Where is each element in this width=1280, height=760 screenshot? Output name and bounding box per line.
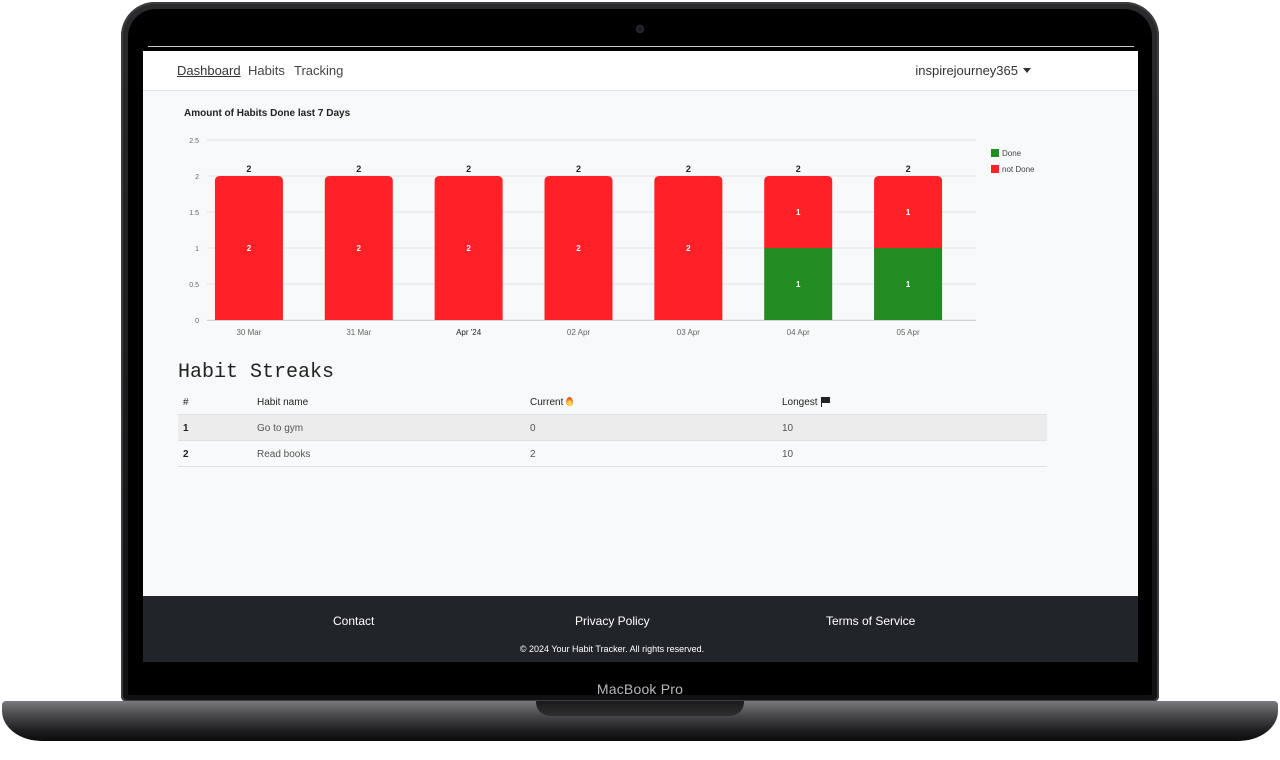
bar-data-label: 1 — [796, 280, 801, 289]
y-tick-label: 0.5 — [189, 282, 199, 289]
bar-not-done — [874, 176, 943, 248]
footer: Contact Privacy Policy Terms of Service … — [143, 596, 1138, 662]
table-row: 2 Read books 2 10 — [178, 441, 1047, 467]
nav-habits-link[interactable]: Habits — [248, 63, 285, 78]
bar-total-label: 2 — [686, 164, 691, 174]
bar-total-label: 2 — [246, 164, 251, 174]
bar-total-label: 2 — [576, 164, 581, 174]
header-longest: Longest — [782, 397, 831, 408]
footer-contact-link[interactable]: Contact — [333, 614, 375, 628]
bar-data-label: 1 — [906, 280, 911, 289]
legend-label: Done — [1002, 149, 1022, 158]
legend-swatch — [991, 165, 999, 173]
bar-not-done — [324, 176, 393, 320]
bar-data-label: 1 — [906, 208, 911, 217]
bar-done — [764, 248, 833, 320]
legend-label: not Done — [1002, 165, 1035, 174]
header-current: Current — [530, 397, 574, 408]
y-tick-label: 1 — [195, 246, 199, 253]
flag-icon — [820, 397, 831, 407]
x-tick-label: 31 Mar — [346, 328, 371, 337]
camera-icon — [636, 25, 644, 33]
bar-data-label: 2 — [686, 244, 691, 253]
x-tick-label: 05 Apr — [897, 328, 920, 337]
y-tick-label: 1.5 — [189, 210, 199, 217]
username-label: inspirejourney365 — [915, 63, 1018, 78]
screen-edge — [148, 46, 1134, 47]
nav-dashboard-link[interactable]: Dashboard — [177, 63, 241, 78]
y-tick-label: 2 — [195, 174, 199, 181]
bar-data-label: 2 — [247, 244, 252, 253]
table-row: 1 Go to gym 0 10 — [178, 415, 1047, 441]
row-current: 2 — [530, 449, 536, 460]
header-current-label: Current — [530, 397, 564, 408]
bar-not-done — [654, 176, 723, 320]
bar-not-done — [764, 176, 833, 248]
nav-tracking-link[interactable]: Tracking — [294, 63, 344, 78]
bar-total-label: 2 — [356, 164, 361, 174]
row-habit-name: Read books — [257, 449, 311, 460]
app-screen: Dashboard Habits Tracking inspirejourney… — [143, 51, 1138, 662]
y-tick-label: 2.5 — [189, 138, 199, 145]
row-current: 0 — [530, 423, 536, 434]
table-header-row: # Habit name Current Longest — [178, 391, 1047, 415]
bar-not-done — [214, 176, 283, 320]
row-longest: 10 — [782, 423, 794, 434]
x-tick-label: 02 Apr — [567, 328, 590, 337]
bar-data-label: 2 — [357, 244, 362, 253]
bar-total-label: 2 — [796, 164, 801, 174]
bar-not-done — [544, 176, 613, 320]
footer-privacy-link[interactable]: Privacy Policy — [575, 614, 650, 628]
bar-not-done — [434, 176, 503, 320]
row-longest: 10 — [782, 449, 794, 460]
header-index: # — [183, 397, 189, 408]
bar-total-label: 2 — [906, 164, 911, 174]
bar-data-label: 2 — [576, 244, 581, 253]
x-tick-label: 30 Mar — [236, 328, 261, 337]
x-tick-label: Apr '24 — [456, 328, 482, 337]
header-longest-label: Longest — [782, 397, 818, 408]
streaks-table: # Habit name Current Longest 1 Go to gym… — [178, 391, 1047, 467]
caret-down-icon — [1023, 68, 1031, 73]
bar-data-label: 2 — [466, 244, 471, 253]
navbar: Dashboard Habits Tracking inspirejourney… — [143, 51, 1138, 91]
y-tick-label: 0 — [195, 318, 199, 325]
habits-chart: Amount of Habits Done last 7 Days 0 0.5 1 1… — [173, 103, 1073, 348]
bar-done — [874, 248, 943, 320]
header-habit-name: Habit name — [257, 397, 309, 408]
row-index: 2 — [183, 449, 189, 460]
copyright-text: © 2024 Your Habit Tracker. All rights re… — [519, 644, 705, 654]
fire-icon — [566, 397, 574, 406]
row-habit-name: Go to gym — [257, 423, 304, 434]
footer-terms-link[interactable]: Terms of Service — [826, 614, 916, 628]
chart-canvas: 0 0.5 1 1.5 2 2.5 2 2 30 Mar 2 2 31 Mar 2 2 Apr '24 2 2 0… — [189, 138, 1035, 337]
user-menu-dropdown[interactable]: inspirejourney365 — [915, 63, 1031, 78]
laptop-hinge-notch — [536, 701, 744, 716]
bar-total-label: 2 — [466, 164, 471, 174]
habit-streaks-title: Habit Streaks — [178, 361, 335, 384]
x-tick-label: 04 Apr — [787, 328, 810, 337]
legend-swatch — [991, 149, 999, 157]
device-brand-label: MacBook Pro — [596, 681, 684, 697]
row-index: 1 — [183, 423, 189, 434]
bar-data-label: 1 — [796, 208, 801, 217]
x-tick-label: 03 Apr — [677, 328, 700, 337]
chart-title: Amount of Habits Done last 7 Days — [184, 108, 351, 119]
